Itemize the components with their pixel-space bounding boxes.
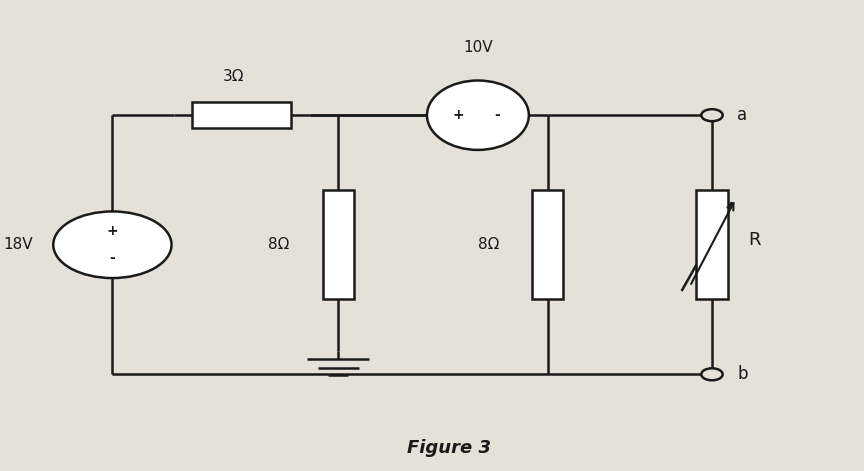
Text: +: + <box>106 224 118 238</box>
Circle shape <box>54 211 172 278</box>
Circle shape <box>702 109 722 121</box>
Text: b: b <box>738 365 748 383</box>
Text: 10V: 10V <box>463 40 492 55</box>
Text: 8Ω: 8Ω <box>269 237 289 252</box>
Text: +: + <box>453 108 464 122</box>
Text: 3Ω: 3Ω <box>223 69 245 84</box>
Text: 18V: 18V <box>3 237 33 252</box>
Bar <box>322 190 354 299</box>
Bar <box>532 190 563 299</box>
Text: -: - <box>494 108 500 122</box>
Text: a: a <box>738 106 747 124</box>
Text: -: - <box>110 251 115 265</box>
Circle shape <box>702 368 722 380</box>
Text: 8Ω: 8Ω <box>478 237 499 252</box>
Bar <box>696 190 727 299</box>
Text: R: R <box>748 231 760 249</box>
Ellipse shape <box>427 81 529 150</box>
Bar <box>193 103 291 128</box>
Text: Figure 3: Figure 3 <box>407 439 491 457</box>
